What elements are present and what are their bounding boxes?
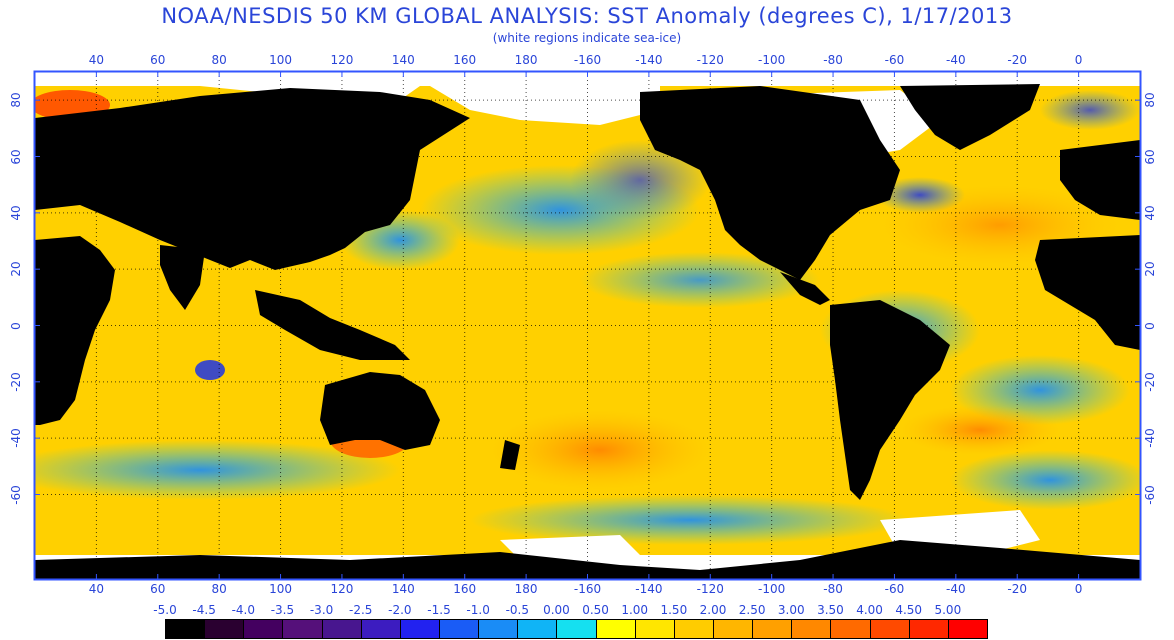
colorbar-label: 4.00 bbox=[856, 603, 883, 617]
land-eurasia bbox=[35, 88, 470, 270]
lon-tick-label-bottom: 120 bbox=[330, 582, 354, 596]
land-masses bbox=[35, 84, 1140, 579]
colorbar-swatch bbox=[830, 619, 871, 639]
colorbar-swatch bbox=[478, 619, 519, 639]
colorbar-swatch bbox=[908, 619, 949, 639]
colorbar-label: 3.00 bbox=[777, 603, 805, 617]
colorbar-label: 1.50 bbox=[660, 603, 688, 617]
colorbar-swatch bbox=[282, 619, 323, 639]
lon-tick-label-top: -160 bbox=[573, 53, 602, 67]
lon-tick-label-top: -40 bbox=[946, 53, 966, 67]
colorbar-label: -1.5 bbox=[427, 603, 451, 617]
colorbar-swatch bbox=[791, 619, 832, 639]
land-new-zealand bbox=[500, 440, 520, 470]
map-border bbox=[33, 70, 1142, 581]
colorbar-swatch bbox=[713, 619, 754, 639]
lon-tick-label-bottom: 80 bbox=[211, 582, 227, 596]
land-indonesia bbox=[255, 290, 410, 360]
colorbar-swatch bbox=[321, 619, 362, 639]
lon-tick-label-top: 180 bbox=[514, 53, 538, 67]
colorbar-swatch bbox=[439, 619, 480, 639]
colorbar-label: -0.5 bbox=[505, 603, 529, 617]
colorbar-label: 2.00 bbox=[699, 603, 727, 617]
colorbar-label: -2.0 bbox=[388, 603, 412, 617]
colorbar-swatch bbox=[673, 619, 714, 639]
lon-tick-label-top: 120 bbox=[330, 53, 354, 67]
colorbar-swatch bbox=[752, 619, 793, 639]
graticule bbox=[35, 72, 1140, 579]
lon-tick-label-bottom: 180 bbox=[514, 582, 538, 596]
lon-tick-label-bottom: -120 bbox=[696, 582, 724, 596]
colorbar-swatch bbox=[165, 619, 206, 639]
chart-title: NOAA/NESDIS 50 KM GLOBAL ANALYSIS: SST A… bbox=[161, 4, 1013, 28]
lon-tick-label-top: -60 bbox=[884, 53, 905, 67]
colorbar-swatch bbox=[517, 619, 558, 639]
colorbar-label: -2.5 bbox=[348, 603, 373, 617]
colorbar-label: 1.00 bbox=[621, 603, 649, 617]
land-australia bbox=[320, 372, 440, 450]
colorbar-label: 0.50 bbox=[582, 603, 609, 617]
colorbar-label: 0.00 bbox=[543, 603, 570, 617]
lon-tick-label-bottom: 60 bbox=[150, 582, 166, 596]
land-central-america bbox=[780, 272, 830, 305]
colorbar-swatch bbox=[634, 619, 675, 639]
lon-tick-label-top: -20 bbox=[1007, 53, 1028, 67]
lon-tick-label-bottom: 40 bbox=[88, 582, 105, 596]
colorbar-label: -3.0 bbox=[309, 603, 334, 617]
lon-tick-label-top: -80 bbox=[823, 53, 843, 67]
colorbar-label: -4.5 bbox=[192, 603, 216, 617]
lon-tick-label-bottom: -160 bbox=[573, 582, 602, 596]
lon-tick-label-top: 40 bbox=[88, 53, 105, 67]
colorbar-swatch bbox=[947, 619, 988, 639]
colorbar-label: -4.0 bbox=[231, 603, 255, 617]
lon-tick-label-bottom: -60 bbox=[884, 582, 905, 596]
lon-tick-label-bottom: 140 bbox=[391, 582, 415, 596]
colorbar-label: -3.5 bbox=[270, 603, 295, 617]
lon-tick-label-bottom: -80 bbox=[823, 582, 843, 596]
colorbar-swatch bbox=[399, 619, 440, 639]
colorbar-label: 5.00 bbox=[934, 603, 962, 617]
land-india bbox=[160, 245, 205, 310]
lon-tick-label-bottom: 100 bbox=[269, 582, 292, 596]
colorbar-label: 2.50 bbox=[738, 603, 766, 617]
lon-tick-label-bottom: -40 bbox=[946, 582, 966, 596]
colorbar-label: -1.0 bbox=[466, 603, 490, 617]
lon-tick-label-top: 0 bbox=[1074, 53, 1083, 67]
colorbar-swatch bbox=[243, 619, 284, 639]
lon-tick-label-bottom: -20 bbox=[1007, 582, 1028, 596]
land-south-america bbox=[830, 300, 950, 500]
colorbar-swatch bbox=[595, 619, 636, 639]
land-africa bbox=[35, 236, 115, 425]
lon-tick-label-bottom: 160 bbox=[453, 582, 477, 596]
land-west-africa bbox=[1035, 235, 1140, 350]
lon-tick-label-top: -120 bbox=[696, 53, 724, 67]
land-north-america bbox=[640, 86, 900, 280]
colorbar-swatch bbox=[869, 619, 910, 639]
chart-subtitle: (white regions indicate sea-ice) bbox=[492, 31, 682, 45]
lon-tick-label-top: 160 bbox=[453, 53, 477, 67]
land-europe bbox=[1060, 140, 1140, 220]
colorbar-swatch bbox=[556, 619, 597, 639]
lon-tick-label-top: -140 bbox=[635, 53, 663, 67]
lon-tick-label-bottom: 0 bbox=[1074, 582, 1083, 596]
lon-tick-label-top: 140 bbox=[391, 53, 415, 67]
lon-tick-label-top: 100 bbox=[269, 53, 292, 67]
colorbar-label: 3.50 bbox=[817, 603, 844, 617]
lon-tick-label-top: -100 bbox=[758, 53, 786, 67]
colorbar-swatch bbox=[360, 619, 401, 639]
land-antarctica bbox=[35, 540, 1140, 579]
lon-tick-label-top: 60 bbox=[150, 53, 166, 67]
colorbar-label: -5.0 bbox=[153, 603, 177, 617]
lon-tick-label-bottom: -140 bbox=[635, 582, 663, 596]
lon-tick-label-bottom: -100 bbox=[758, 582, 786, 596]
lon-tick-label-top: 80 bbox=[211, 53, 227, 67]
land-japan bbox=[380, 170, 405, 215]
colorbar-swatch bbox=[204, 619, 245, 639]
colorbar-label: 4.50 bbox=[895, 603, 923, 617]
